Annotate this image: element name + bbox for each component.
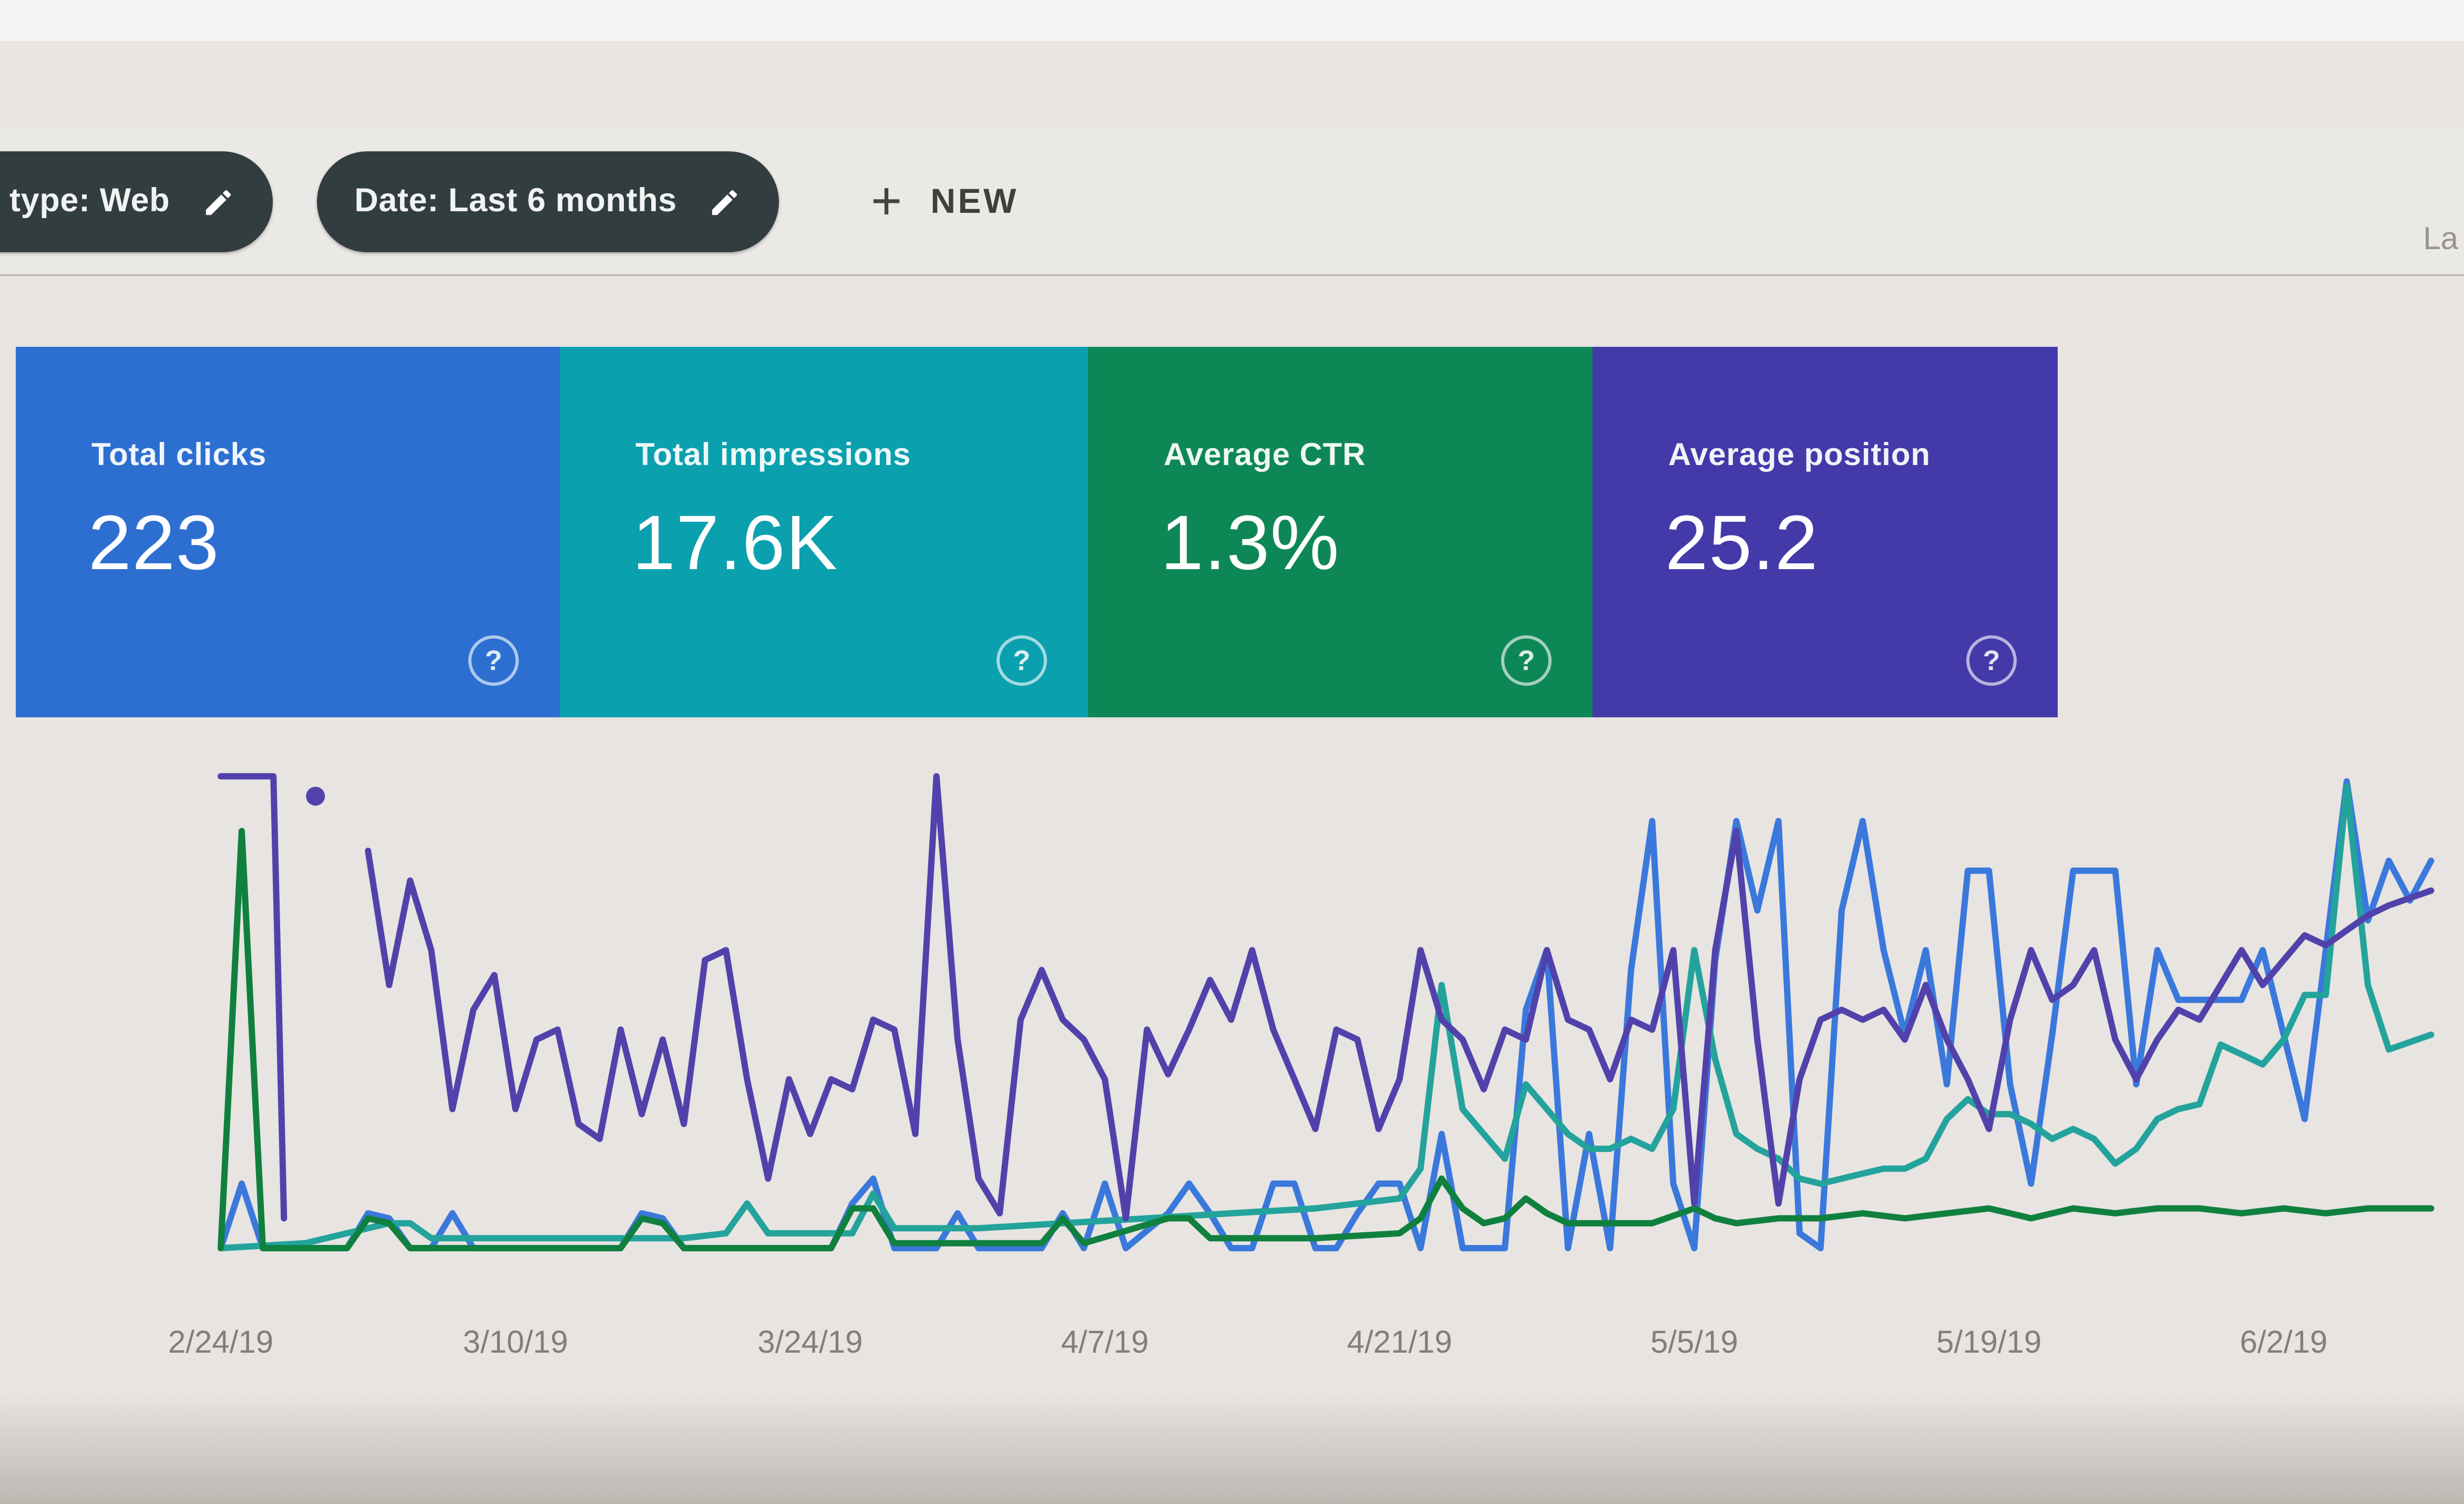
- new-filter-button[interactable]: + NEW: [871, 175, 1019, 229]
- help-icon[interactable]: ?: [997, 635, 1047, 686]
- screen-top-edge: [0, 0, 2464, 41]
- x-axis-label: 5/5/19: [1650, 1324, 1738, 1359]
- metric-cards: Total clicks 223 ? Total impressions 17.…: [16, 347, 2058, 717]
- x-axis-label: 4/7/19: [1061, 1324, 1149, 1359]
- x-axis-label: 5/19/19: [1936, 1324, 2041, 1359]
- new-filter-label: NEW: [930, 181, 1019, 221]
- truncated-right-text: La: [2423, 222, 2458, 257]
- x-axis-label: 3/24/19: [757, 1324, 863, 1359]
- header-band: [0, 41, 2464, 132]
- help-icon[interactable]: ?: [1501, 635, 1552, 686]
- card-label: Total clicks: [91, 438, 267, 473]
- card-value: 17.6K: [632, 501, 838, 586]
- x-axis-label: 4/21/19: [1347, 1324, 1452, 1359]
- average-ctr-card[interactable]: Average CTR 1.3% ?: [1088, 347, 1593, 717]
- search-type-chip[interactable]: type: Web: [0, 151, 273, 252]
- card-value: 25.2: [1665, 501, 1819, 586]
- x-axis-label: 3/10/19: [463, 1324, 568, 1359]
- date-range-chip[interactable]: Date: Last 6 months: [316, 151, 779, 252]
- help-icon[interactable]: ?: [1966, 635, 2017, 686]
- card-label: Average CTR: [1164, 438, 1366, 473]
- impressions-line: [218, 783, 2435, 1252]
- x-axis-label: 2/24/19: [168, 1324, 273, 1359]
- position-isolated-point: [306, 787, 325, 806]
- help-icon[interactable]: ?: [468, 635, 519, 686]
- search-type-chip-label: type: Web: [9, 183, 170, 219]
- ctr-line: [218, 828, 2435, 1252]
- pencil-icon: [709, 186, 742, 219]
- card-value: 1.3%: [1161, 501, 1340, 586]
- performance-chart[interactable]: 2/24/19 3/10/19 3/24/19 4/7/19 4/21/19 5/5/19…: [0, 728, 2464, 1422]
- date-range-chip-label: Date: Last 6 months: [354, 183, 677, 219]
- performance-chart-svg: 2/24/19 3/10/19 3/24/19 4/7/19 4/21/19 5/5/19…: [168, 773, 2435, 1359]
- card-value: 223: [88, 501, 220, 586]
- total-impressions-card[interactable]: Total impressions 17.6K ?: [560, 347, 1088, 717]
- position-line: [218, 773, 288, 1222]
- position-line: [365, 773, 2435, 1222]
- average-position-card[interactable]: Average position 25.2 ?: [1593, 347, 2058, 717]
- filter-toolbar: type: Web Date: Last 6 months + NEW La: [0, 129, 2464, 276]
- card-label: Average position: [1668, 438, 1931, 473]
- total-clicks-card[interactable]: Total clicks 223 ?: [16, 347, 560, 717]
- clicks-line: [218, 778, 2435, 1252]
- card-label: Total impressions: [635, 438, 911, 473]
- plus-icon: +: [870, 172, 902, 232]
- x-axis-label: 6/2/19: [2240, 1324, 2327, 1359]
- pencil-icon: [201, 186, 234, 219]
